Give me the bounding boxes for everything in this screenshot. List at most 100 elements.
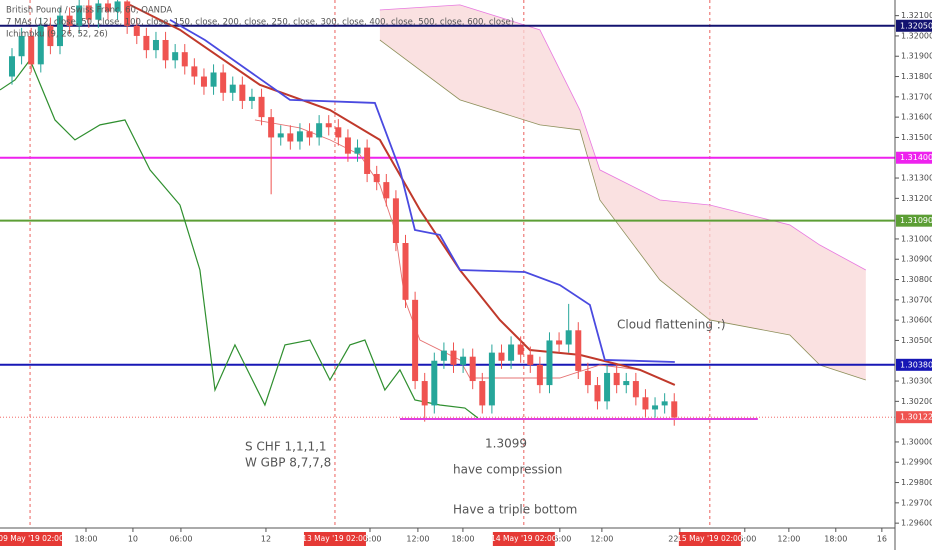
legend-line: Ichimoku (9, 26, 52, 26) [6, 30, 108, 40]
y-tick-label: 1.31200 [901, 194, 932, 203]
candle-body [460, 356, 467, 365]
candle-body [277, 133, 284, 138]
y-tick-label: 1.31800 [901, 72, 932, 81]
y-tick-label: 1.31300 [901, 174, 932, 183]
y-tick-label: 1.31900 [901, 52, 932, 61]
session-label: 13 May '19 02:00 [302, 534, 368, 543]
price-label-box [896, 214, 932, 227]
y-tick-label: 1.30500 [901, 336, 932, 345]
y-tick-label: 1.30300 [901, 377, 932, 386]
x-tick-label: 12:00 [777, 535, 800, 544]
annotation: Cloud flattening :) [617, 318, 726, 332]
price-label-box [896, 19, 932, 32]
candle-body [431, 360, 438, 406]
candle-body [325, 123, 332, 128]
y-tick-label: 1.31700 [901, 92, 932, 101]
candle-body [594, 385, 601, 402]
session-label-box [303, 532, 366, 546]
candle-body [210, 72, 217, 87]
x-tick-label: 18:00 [824, 535, 847, 544]
annotation: have compression [453, 463, 562, 477]
x-tick-label: 06:00 [358, 535, 381, 544]
price-axis-bg [895, 0, 932, 550]
annotation: W GBP 8,7,7,8 [245, 456, 331, 470]
candle-body [162, 39, 169, 61]
indicator-line [169, 19, 675, 363]
plot-area [0, 0, 895, 528]
session-label: 09 May '19 02:00 [0, 534, 64, 543]
candle-body [556, 340, 563, 345]
x-tick-label: 12:00 [406, 535, 429, 544]
price-label: 1.30380 [900, 360, 932, 369]
y-tick-label: 1.30900 [901, 255, 932, 264]
price-label: 1.30122 [900, 413, 932, 422]
y-tick-label: 1.30200 [901, 397, 932, 406]
candle-body [373, 173, 380, 183]
y-tick-label: 1.32100 [901, 11, 932, 20]
candle-body [488, 352, 495, 406]
candle-body [661, 401, 668, 406]
candle-body [450, 350, 457, 365]
candle-body [124, 1, 131, 26]
y-tick-label: 1.31600 [901, 113, 932, 122]
candle-body [28, 35, 35, 65]
x-tick-label: 06:00 [169, 535, 192, 544]
candle-body [66, 15, 73, 26]
time-axis-bg [0, 528, 895, 550]
candle-body [613, 372, 620, 386]
candle-body [37, 25, 44, 65]
candle-body [508, 344, 515, 361]
candle-body [104, 3, 111, 12]
candle-body [584, 370, 591, 386]
candle-body [220, 72, 227, 93]
price-label-box [896, 151, 932, 164]
candle-body [565, 330, 572, 345]
candle-body [114, 1, 121, 12]
candle-body [412, 299, 419, 382]
candle-body [421, 381, 428, 406]
x-tick-label: 12 [261, 535, 271, 544]
indicator-line [0, 58, 479, 419]
y-tick-label: 1.32000 [901, 31, 932, 40]
legend-line: British Pound / Swiss Franc, 60, OANDA [6, 6, 172, 16]
candle-body [383, 182, 390, 199]
candle-body [392, 198, 399, 243]
candle-body [546, 340, 553, 386]
price-label-box [896, 411, 932, 424]
candle-body [402, 243, 409, 300]
candle-body [229, 84, 236, 93]
candle-body [440, 350, 447, 361]
y-tick-label: 1.30700 [901, 295, 932, 304]
candle-body [268, 117, 275, 138]
candle-body [479, 381, 486, 406]
candle-body [316, 123, 323, 138]
cloud-fill [379, 4, 866, 381]
candle-body [18, 35, 25, 57]
candle-body [469, 356, 476, 382]
candle-body [575, 330, 582, 371]
y-tick-label: 1.30800 [901, 275, 932, 284]
x-tick-label: 12:00 [590, 535, 613, 544]
candle-body [354, 147, 361, 154]
x-tick-label: 18:00 [74, 535, 97, 544]
candle-body [152, 39, 159, 51]
indicator-line [129, 3, 676, 386]
session-label: 15 May '19 02:00 [677, 534, 743, 543]
price-label: 1.32050 [900, 21, 932, 30]
candle-body [604, 372, 611, 402]
candle-body [85, 5, 92, 20]
candle-body [344, 137, 351, 154]
price-label: 1.31090 [900, 216, 932, 225]
y-tick-label: 1.31000 [901, 234, 932, 243]
candle-body [8, 56, 15, 77]
y-tick-label: 1.29800 [901, 478, 932, 487]
candle-body [47, 25, 54, 47]
candle-body [258, 96, 265, 118]
cloud-span-b [379, 39, 866, 381]
candle-body [623, 381, 630, 386]
candle-body [56, 15, 63, 47]
candle-body [191, 66, 198, 77]
